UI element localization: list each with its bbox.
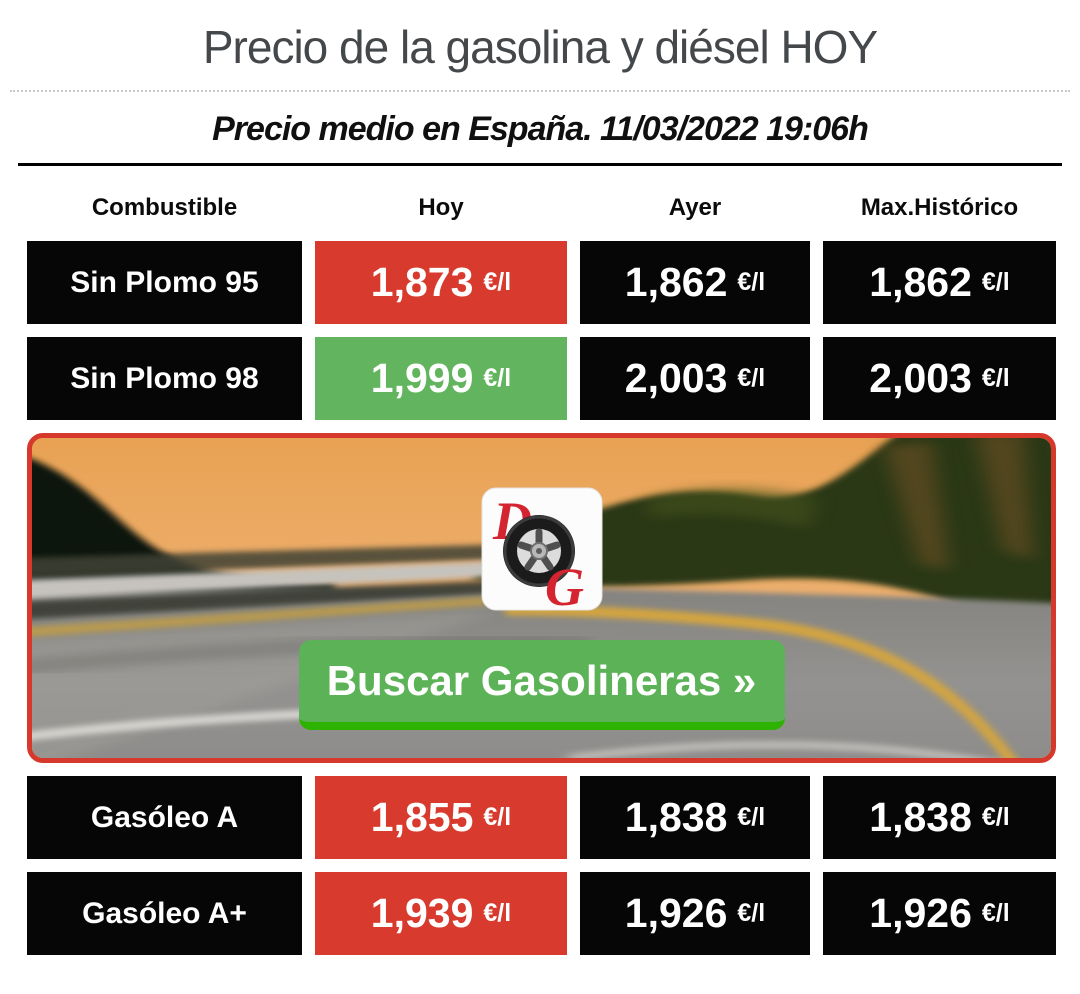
column-header-hoy: Hoy: [418, 194, 464, 221]
price-value: 1,926: [869, 890, 972, 936]
fuel-name-cell: Sin Plomo 98: [27, 337, 302, 420]
price-unit: €/l: [737, 803, 766, 831]
price-value: 1,999: [370, 355, 474, 401]
price-unit: €/l: [981, 899, 1010, 927]
price-max-cell: 1,926 €/l: [823, 872, 1056, 955]
price-value: 2,003: [624, 355, 728, 401]
price-value: 1,838: [624, 794, 728, 840]
price-yesterday-cell: 1,926 €/l: [580, 872, 810, 955]
logo-letter-g: G: [545, 557, 584, 611]
price-value: 2,003: [869, 355, 972, 401]
price-unit: €/l: [483, 268, 512, 296]
fuel-name-cell: Gasóleo A+: [27, 872, 302, 955]
price-value: 1,862: [869, 259, 972, 305]
price-value: 1,873: [370, 259, 474, 305]
price-unit: €/l: [981, 268, 1010, 296]
buscar-gasolineras-button[interactable]: Buscar Gasolineras »: [298, 640, 785, 730]
price-today-cell: 1,999 €/l: [315, 337, 567, 420]
solid-divider: [18, 163, 1062, 166]
price-today-cell: 1,855 €/l: [315, 776, 567, 859]
price-unit: €/l: [981, 364, 1010, 392]
price-today-cell: 1,939 €/l: [315, 872, 567, 955]
fuel-price-widget: Precio de la gasolina y diésel HOY Preci…: [0, 20, 1080, 955]
fuel-name-cell: Sin Plomo 95: [27, 241, 302, 324]
price-unit: €/l: [737, 268, 766, 296]
price-value: 1,939: [370, 890, 474, 936]
column-header-ayer: Ayer: [668, 194, 722, 221]
column-header-max-historico: Max.Histórico: [860, 194, 1019, 221]
price-unit: €/l: [483, 803, 512, 831]
dg-tire-logo: D G: [481, 487, 602, 611]
dotted-divider: [10, 90, 1070, 92]
price-unit: €/l: [737, 364, 766, 392]
price-max-cell: 1,838 €/l: [823, 776, 1056, 859]
price-value: 1,838: [869, 794, 972, 840]
price-max-cell: 1,862 €/l: [823, 241, 1056, 324]
fuel-name-cell: Gasóleo A: [27, 776, 302, 859]
page-title: Precio de la gasolina y diésel HOY: [202, 21, 878, 73]
price-unit: €/l: [737, 899, 766, 927]
column-header-combustible: Combustible: [91, 194, 238, 221]
price-yesterday-cell: 1,838 €/l: [580, 776, 810, 859]
price-today-cell: 1,873 €/l: [315, 241, 567, 324]
price-yesterday-cell: 1,862 €/l: [580, 241, 810, 324]
price-yesterday-cell: 2,003 €/l: [580, 337, 810, 420]
price-value: 1,926: [624, 890, 728, 936]
price-value: 1,862: [624, 259, 728, 305]
tire-icon: [502, 515, 575, 587]
price-unit: €/l: [981, 803, 1010, 831]
price-unit: €/l: [483, 364, 512, 392]
promo-banner[interactable]: D G Buscar Gasolin: [27, 433, 1056, 763]
page-subtitle: Precio medio en España. 11/03/2022 19:06…: [212, 110, 869, 148]
price-max-cell: 2,003 €/l: [823, 337, 1056, 420]
price-value: 1,855: [370, 794, 474, 840]
price-table: Combustible Hoy Ayer Max.Histórico Sin P…: [27, 190, 1056, 955]
price-unit: €/l: [483, 899, 512, 927]
